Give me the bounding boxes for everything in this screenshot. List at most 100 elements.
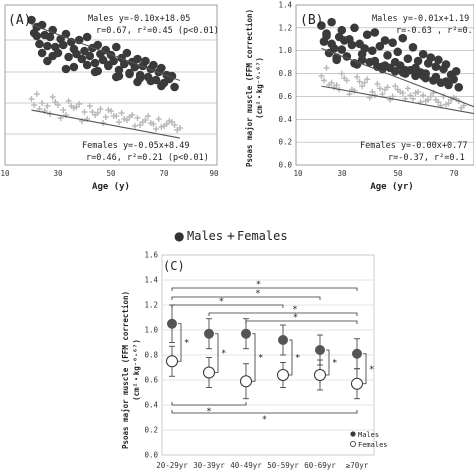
- panel-b-male-point: [449, 74, 458, 84]
- panel-a-female-point: [78, 118, 85, 124]
- panel-c-star: *: [293, 313, 298, 323]
- panel-a-male-point: [64, 52, 73, 62]
- panel-b-female-point: [361, 79, 368, 86]
- panel-a-male-point: [149, 60, 158, 70]
- panel-a-male-point: [93, 40, 103, 50]
- panel-a-female-point: [153, 126, 160, 132]
- panel-c-female-point: [277, 369, 289, 381]
- panel-c-star: *: [219, 297, 224, 307]
- panel-b-male-point: [398, 33, 408, 43]
- panel-c-top-bracket: [171, 304, 284, 308]
- panel-c-ytick: 0.0: [144, 451, 158, 460]
- panel-a-male-point: [141, 56, 150, 66]
- legend-male-symbol: ●: [174, 229, 184, 243]
- panel-b-female-point: [382, 86, 388, 93]
- panel-b-male-point: [418, 71, 428, 81]
- panel-b-male-point: [388, 38, 397, 48]
- panel-b-female-point: [397, 88, 404, 95]
- panel-b-female-point: [443, 101, 450, 108]
- panel-c-top-bracket: [171, 296, 321, 300]
- panel-b-female-point: [359, 83, 366, 90]
- panel-b-male-point: [408, 42, 418, 52]
- panel-b-male-point: [350, 23, 359, 33]
- panel-b-female-point: [379, 91, 386, 98]
- panel-b-male-point: [340, 36, 349, 45]
- panel-a-female-fit-line: [31, 109, 181, 139]
- panel-a-male-point: [90, 67, 100, 77]
- panel-c-male-point: [167, 318, 177, 329]
- panel-a-xtick: 10: [0, 169, 10, 178]
- panel-a-female-point: [155, 116, 162, 122]
- panel-b-ytick: 0.6: [278, 92, 292, 101]
- panel-c-legend-male-marker: [350, 431, 356, 437]
- panel-c-ytick: 1.2: [144, 301, 158, 310]
- panel-b-male-point: [367, 46, 377, 56]
- panel-c-sex-bracket: [178, 323, 182, 362]
- panel-c-top-bracket: [208, 312, 358, 316]
- panel-a-male-points: [27, 15, 179, 92]
- panel-c-ytick: 0.8: [144, 351, 158, 360]
- panel-a-female-point: [49, 94, 56, 100]
- panel-c-male-point: [352, 348, 362, 359]
- panel-c-error-bars: [169, 304, 360, 400]
- panel-a-male-point: [133, 77, 142, 87]
- legend-males-label: Males: [187, 229, 223, 243]
- panel-c-ytick: 1.6: [144, 251, 158, 260]
- panel-b-female-point: [432, 96, 439, 103]
- panel-a-female-point: [60, 107, 67, 113]
- panel-a-xtick: 70: [159, 169, 169, 178]
- panel-a-female-point: [142, 117, 149, 123]
- panel-c-xtick: ≥70yr: [346, 461, 369, 470]
- panel-a-female-point: [36, 106, 43, 112]
- panel-b-y-ticks: 0.0 0.2 0.4 0.6 0.8 1.0 1.2 1.4: [278, 1, 292, 170]
- panel-b-xtick: 10: [293, 169, 303, 178]
- panel-b-male-point: [451, 66, 461, 76]
- panel-b-female-point: [331, 84, 338, 91]
- panel-c-y-ticks: 0.0 0.2 0.4 0.6 0.8 1.0 1.2 1.4 1.6: [144, 251, 158, 460]
- panel-a-female-point: [121, 116, 128, 122]
- panel-a-female-point: [31, 102, 38, 108]
- panel-b-female-point: [376, 85, 383, 92]
- panel-b-female-point: [338, 70, 345, 77]
- panel-b-male-point: [337, 45, 347, 54]
- panel-b-female-point: [366, 94, 373, 101]
- panel-a-x-axis-label: Age (y): [92, 182, 130, 192]
- panel-a-male-point: [112, 42, 121, 52]
- panel-b-female-point: [374, 80, 381, 87]
- panel-c-significance-brackets: ** * * *********: [171, 280, 374, 425]
- panel-c-grid: [162, 254, 374, 431]
- panel-a-male-point: [45, 32, 55, 42]
- panel-a-male-point: [59, 40, 68, 50]
- panel-b-female-points: [318, 64, 467, 111]
- panel-a-female-point: [131, 123, 138, 129]
- panel-b-y-axis-label: Psoas major muscle (FFM correction): [245, 9, 254, 167]
- panel-b-xtick: 50: [393, 169, 403, 178]
- panel-b-female-point: [318, 72, 325, 79]
- panel-a-female-point: [44, 103, 51, 109]
- panel-c-xtick: 30-39yr: [193, 461, 225, 470]
- panel-c-female-point: [203, 366, 215, 379]
- panel-b-female-point: [458, 104, 465, 111]
- panel-a-female-point: [33, 91, 40, 97]
- panel-c-sex-bracket: [215, 333, 219, 373]
- panel-c-male-point: [278, 335, 288, 345]
- panel-a-female-point: [68, 103, 75, 109]
- panel-b-male-point: [383, 50, 392, 60]
- panel-b-male-point: [441, 60, 451, 69]
- panel-b-male-point: [370, 28, 380, 37]
- panel-c-legend-female-marker: [349, 440, 356, 447]
- panel-a-male-point: [133, 54, 142, 64]
- panel-c-ytick: 0.4: [144, 401, 158, 410]
- panel-a-male-point: [122, 48, 132, 58]
- panel-b-female-point: [354, 74, 361, 80]
- panel-c-female-point: [166, 355, 178, 368]
- panel-c-top-bracket: [171, 287, 358, 291]
- panel-b-xtick: 70: [449, 169, 459, 178]
- panel-c-legend-males: Males: [358, 431, 379, 439]
- panel-c-star: *: [206, 407, 211, 417]
- panel-c-sex-bracket: [252, 333, 256, 382]
- panel-b-male-point: [393, 47, 403, 57]
- panel-a-male-point: [48, 51, 57, 61]
- panel-a-male-point: [35, 39, 44, 49]
